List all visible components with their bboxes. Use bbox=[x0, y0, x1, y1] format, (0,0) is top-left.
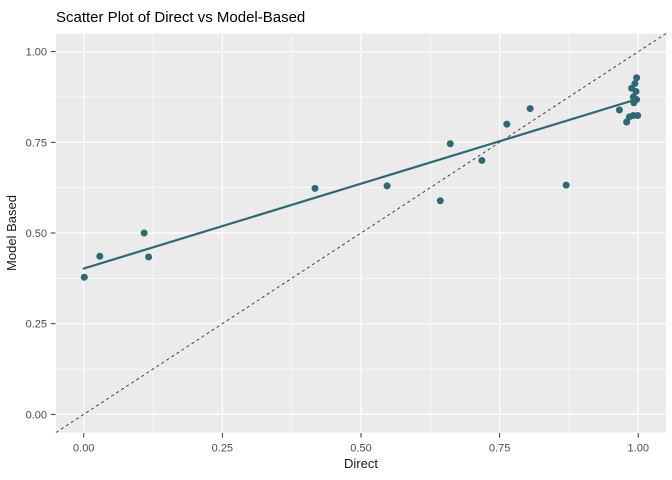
data-point bbox=[634, 111, 642, 119]
data-point bbox=[615, 106, 623, 114]
data-point bbox=[478, 156, 486, 164]
y-axis-tick-label: 0.75 bbox=[26, 137, 47, 149]
y-axis-tick-label: 0.00 bbox=[26, 409, 47, 421]
x-axis-tick-label: 1.00 bbox=[628, 443, 649, 455]
data-point bbox=[631, 80, 639, 88]
y-axis-title: Model Based bbox=[4, 195, 19, 271]
x-axis-tick-label: 0.75 bbox=[489, 443, 510, 455]
data-point bbox=[503, 120, 511, 128]
regression-line bbox=[82, 97, 640, 270]
data-point bbox=[140, 229, 148, 237]
y-axis-tick-label: 0.50 bbox=[26, 228, 47, 240]
data-point bbox=[633, 96, 641, 104]
plot-title: Scatter Plot of Direct vs Model-Based bbox=[56, 9, 305, 26]
data-point bbox=[311, 184, 319, 192]
data-point bbox=[562, 181, 570, 189]
data-point bbox=[633, 74, 641, 82]
y-axis-tick-label: 0.25 bbox=[26, 319, 47, 331]
x-axis-tick-label: 0.00 bbox=[73, 443, 94, 455]
data-point bbox=[526, 105, 534, 113]
y-axis-tick-label: 1.00 bbox=[26, 47, 47, 59]
x-axis-title: Direct bbox=[344, 456, 378, 471]
x-axis-tick-label: 0.25 bbox=[212, 443, 233, 455]
data-point bbox=[446, 140, 454, 148]
data-point bbox=[96, 252, 104, 260]
axis-tick-labels: 0.00 0.25 0.50 0.75 1.00 0.00 0.25 0.50 0.75 1.00 bbox=[26, 47, 649, 455]
data-point bbox=[436, 197, 444, 205]
x-axis-tick-label: 0.50 bbox=[350, 443, 371, 455]
data-point bbox=[80, 273, 88, 281]
plot-panel bbox=[55, 33, 667, 433]
axis-ticks bbox=[51, 51, 639, 438]
data-point bbox=[383, 182, 391, 190]
data-point bbox=[145, 253, 153, 261]
identity-reference-line bbox=[55, 33, 667, 433]
